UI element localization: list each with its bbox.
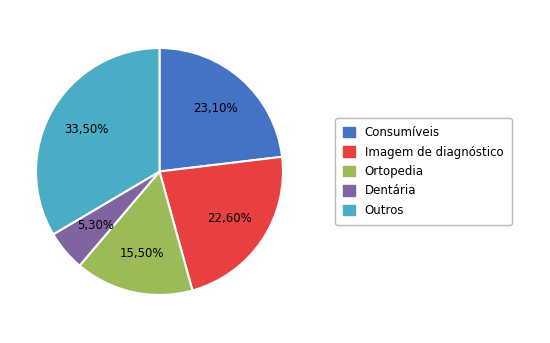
Text: 5,30%: 5,30% bbox=[77, 219, 114, 232]
Text: 23,10%: 23,10% bbox=[193, 102, 238, 115]
Wedge shape bbox=[53, 172, 160, 265]
Text: 15,50%: 15,50% bbox=[119, 247, 164, 260]
Wedge shape bbox=[160, 48, 282, 172]
Text: 33,50%: 33,50% bbox=[64, 123, 109, 137]
Wedge shape bbox=[36, 48, 160, 234]
Text: 22,60%: 22,60% bbox=[207, 212, 251, 225]
Wedge shape bbox=[80, 172, 192, 295]
Wedge shape bbox=[160, 157, 283, 291]
Legend: Consumíveis, Imagem de diagnóstico, Ortopedia, Dentária, Outros: Consumíveis, Imagem de diagnóstico, Orto… bbox=[335, 118, 512, 225]
